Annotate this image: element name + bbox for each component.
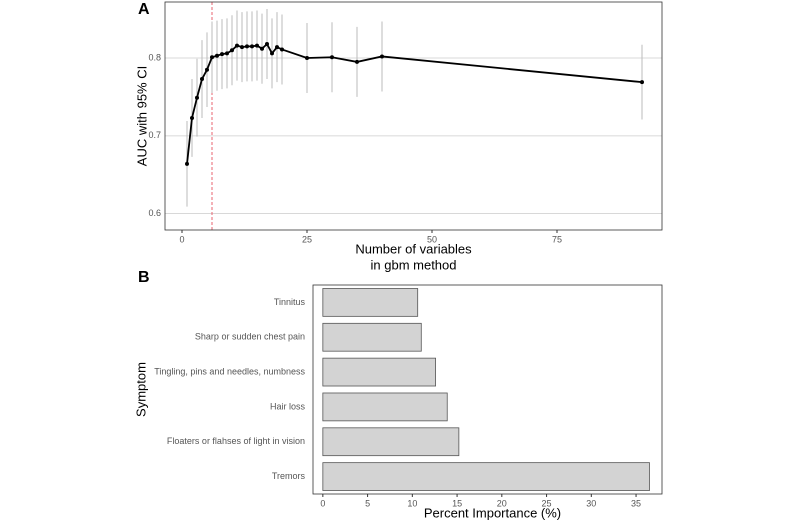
x-tick-label: 30 — [586, 498, 596, 508]
point — [195, 95, 199, 100]
bar — [322, 288, 419, 317]
x-axis-title: Number of variables — [355, 241, 472, 256]
point — [225, 51, 229, 56]
point — [235, 43, 239, 48]
x-tick-label: 25 — [542, 498, 552, 508]
point — [305, 56, 309, 61]
y-tick-label: Tinnitus — [274, 297, 306, 307]
x-axis-title: Percent Importance (%) — [424, 505, 561, 520]
y-tick-label: Tremors — [272, 471, 306, 481]
x-tick-label: 5 — [365, 498, 370, 508]
x-tick-label: 25 — [302, 234, 312, 244]
y-axis-title: Symptom — [133, 362, 148, 417]
point — [280, 47, 284, 52]
x-tick-label: 0 — [320, 498, 325, 508]
point — [220, 52, 224, 57]
point — [250, 44, 254, 49]
point — [205, 67, 209, 72]
bar — [322, 427, 460, 457]
point — [380, 54, 384, 59]
point — [245, 44, 249, 49]
y-tick-label: Sharp or sudden chest pain — [195, 332, 305, 342]
x-tick-label: 15 — [452, 498, 462, 508]
x-tick-label: 0 — [179, 234, 184, 244]
point — [210, 55, 214, 60]
x-axis-title: in gbm method — [371, 257, 457, 272]
point — [330, 55, 334, 60]
point — [200, 77, 204, 82]
bar — [322, 392, 448, 422]
x-tick-label: 10 — [407, 498, 417, 508]
point — [355, 59, 359, 64]
point — [215, 53, 219, 58]
point — [260, 46, 264, 51]
x-tick-label: 75 — [552, 234, 562, 244]
bar — [322, 462, 650, 491]
plot-frame — [164, 1, 663, 231]
y-tick-label: Floaters or flahses of light in vision — [167, 436, 305, 446]
panel-label: A — [138, 1, 150, 18]
point — [185, 161, 189, 166]
point — [270, 51, 274, 56]
point — [265, 42, 269, 47]
y-tick-label: Tingling, pins and needles, numbness — [154, 366, 305, 376]
point — [275, 45, 279, 50]
y-axis-title: AUC with 95% CI — [134, 66, 149, 166]
x-tick-label: 20 — [497, 498, 507, 508]
line — [186, 42, 643, 164]
y-tick-label: 0.6 — [148, 208, 161, 218]
point — [240, 45, 244, 50]
x-tick-label: 35 — [631, 498, 641, 508]
point — [190, 115, 194, 120]
panel-label: B — [138, 269, 150, 286]
point — [230, 48, 234, 53]
y-tick-label: 0.7 — [148, 130, 161, 140]
bar — [322, 357, 436, 387]
y-tick-label: Hair loss — [270, 401, 306, 411]
point — [640, 80, 644, 85]
bar — [322, 322, 422, 352]
point — [255, 43, 259, 48]
x-tick-label: 50 — [427, 234, 437, 244]
plot-frame — [312, 284, 663, 495]
y-tick-label: 0.8 — [148, 52, 161, 62]
